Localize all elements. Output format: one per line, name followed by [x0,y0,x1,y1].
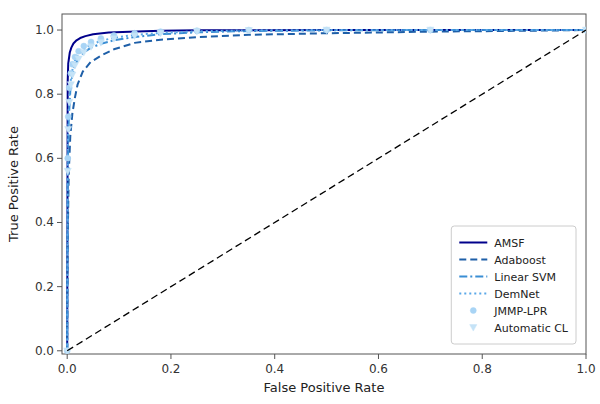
legend-label: Automatic CL [494,322,569,335]
series-point [81,43,87,49]
legend-box [451,226,576,344]
series-point [97,40,104,46]
series-point [193,28,200,34]
legend: AMSF Adaboost Linear SVM DemNet JMMP-LPR Auto… [451,226,576,344]
plot-frame [62,14,586,354]
series-point [246,27,252,33]
series-point [64,348,70,354]
y-tick-label: 0.4 [35,215,54,229]
x-tick [586,354,587,359]
y-tick-label: 0.0 [35,344,54,358]
series-point [110,36,117,42]
series-point [80,50,87,56]
legend-item: Adaboost [459,254,546,267]
series-point [324,27,330,33]
series [67,30,586,351]
legend-label: Adaboost [494,254,546,267]
x-tick-label: 1.0 [576,362,595,376]
series-point [87,44,94,50]
x-tick [170,354,171,359]
x-tick [482,354,483,359]
legend-swatch [470,325,477,331]
legend-item: JMMP-LPR [470,305,547,318]
series-point [245,27,252,33]
y-tick [57,30,62,31]
series-point [427,27,434,33]
legend-label: DemNet [494,288,540,301]
series-point [323,27,330,33]
y-tick [57,286,62,287]
series-point [131,33,138,39]
series-line [67,30,586,351]
x-tick-label: 0.4 [265,362,284,376]
x-tick [274,354,275,359]
series [64,27,586,354]
legend-item: DemNet [459,288,540,301]
series-point [75,56,82,62]
series [67,30,586,351]
data-area [64,27,586,354]
series-point [65,114,71,120]
series-point [71,62,78,68]
y-tick [57,350,62,351]
x-tick [378,354,379,359]
x-tick-label: 0.2 [161,362,180,376]
reference-line [67,30,586,351]
axes: 0.0 0.2 0.4 0.6 0.8 1.0 0.0 0.2 0.4 0.6 0.8 1.0 [35,14,596,376]
x-tick [67,354,68,359]
series-point [65,155,71,161]
legend-swatch [459,276,487,278]
series [64,27,586,354]
y-tick [57,94,62,95]
chart: 0.0 0.2 0.4 0.6 0.8 1.0 0.0 0.2 0.4 0.6 0.8 1.0 Fals… [0,0,600,404]
y-tick-label: 0.2 [35,280,54,294]
series-line [67,30,586,351]
legend-swatch [459,242,487,244]
series-point [65,127,72,133]
y-tick-label: 1.0 [35,23,54,37]
legend-swatch [459,259,487,261]
legend-swatch [459,293,487,295]
plot-background [62,14,586,354]
series-point [76,48,82,54]
legend-label: AMSF [494,237,524,250]
series-point [157,30,164,36]
x-tick-label: 0.0 [58,362,77,376]
x-tick-label: 0.6 [369,362,388,376]
y-tick [57,158,62,159]
legend-label: JMMP-LPR [493,305,547,318]
series [67,30,586,351]
series [67,30,586,351]
series-point [69,72,76,78]
y-tick-label: 0.6 [35,151,54,165]
x-axis-label: False Positive Rate [264,380,385,395]
series-line [67,30,586,351]
legend-label: Linear SVM [494,271,556,284]
legend-item: Linear SVM [459,271,556,284]
series-point [67,82,74,88]
y-axis-label: True Positive Rate [6,126,21,243]
legend-item: AMSF [459,237,524,250]
y-tick [57,222,62,223]
series-point [66,99,73,105]
series-point [64,168,71,174]
series [67,30,586,351]
legend-swatch [470,308,476,314]
x-tick-label: 0.8 [473,362,492,376]
series-point [427,27,433,33]
y-tick-label: 0.8 [35,87,54,101]
legend-item: Automatic CL [470,322,569,335]
series-line [67,30,586,351]
